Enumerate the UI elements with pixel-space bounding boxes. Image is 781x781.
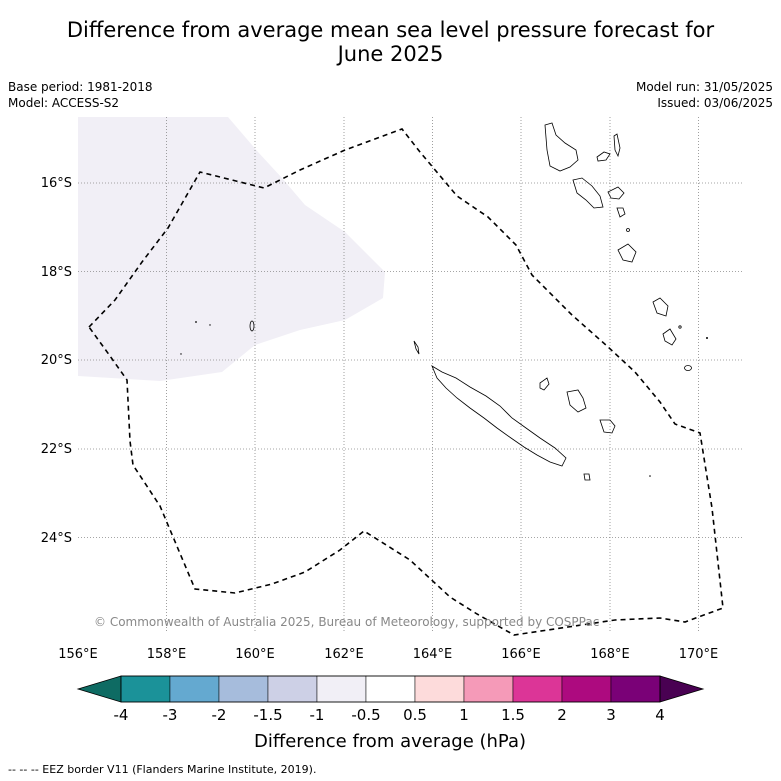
new-caledonia-main-island <box>431 365 567 467</box>
island-dot <box>706 337 708 339</box>
gridlines <box>78 117 743 633</box>
base-period: Base period: 1981-2018 <box>8 80 153 94</box>
colorbar-tick: 1 <box>459 706 469 724</box>
colorbar-extend-high <box>659 675 705 703</box>
colorbar-swatch <box>316 675 367 703</box>
colorbar-swatch <box>267 675 318 703</box>
island-dot <box>180 353 182 355</box>
colorbar-tick: 0.5 <box>403 706 427 724</box>
island-dot <box>195 321 197 323</box>
vanuatu-ambae <box>596 151 611 162</box>
colorbar-swatch <box>414 675 465 703</box>
title-line-2: June 2025 <box>337 42 444 66</box>
meta-left: Base period: 1981-2018 Model: ACCESS-S2 <box>8 79 153 111</box>
issued-date: Issued: 03/06/2025 <box>657 96 773 110</box>
colorbar-swatch <box>561 675 612 703</box>
lat-label-22s: 22°S <box>41 442 72 457</box>
copyright-notice: © Commonwealth of Australia 2025, Bureau… <box>94 615 599 629</box>
loyalty-island-lifou <box>566 389 587 413</box>
lon-label-164e: 164°E <box>413 647 453 662</box>
meta-right: Model run: 31/05/2025 Issued: 03/06/2025 <box>636 79 773 111</box>
vanuatu-epi <box>607 186 625 200</box>
colorbar-tick: -2 <box>212 706 227 724</box>
lon-label-170e: 170°E <box>679 647 719 662</box>
model-name: Model: ACCESS-S2 <box>8 96 120 110</box>
colorbar-tick: 2 <box>557 706 567 724</box>
lat-label-24s: 24°S <box>41 531 72 546</box>
colorbar-tick: -0.5 <box>351 706 380 724</box>
colorbar-tick-labels: -4 -3 -2 -1.5 -1 -0.5 0.5 1 1.5 2 3 4 <box>114 706 665 724</box>
vanuatu-aneityum <box>684 365 692 371</box>
colorbar-tick: 3 <box>606 706 616 724</box>
vanuatu-erromango <box>652 297 669 317</box>
isle-of-pines <box>583 473 591 481</box>
lon-label-158e: 158°E <box>147 647 187 662</box>
vanuatu-espiritu-santo <box>544 122 579 172</box>
colorbar-swatch <box>463 675 514 703</box>
colorbar-tick: 4 <box>655 706 665 724</box>
belep-islands <box>413 340 420 355</box>
vanuatu-shepherd-islands <box>616 207 626 218</box>
lon-label-166e: 166°E <box>501 647 541 662</box>
map-title: Difference from average mean sea level p… <box>0 18 781 66</box>
island-small <box>249 320 255 332</box>
model-run: Model run: 31/05/2025 <box>635 80 773 94</box>
lat-label-18s: 18°S <box>41 265 72 280</box>
vanuatu-tanna <box>662 328 677 346</box>
colorbar-swatch <box>120 675 171 703</box>
map-area <box>78 117 385 381</box>
colorbar-extend-low <box>76 675 122 703</box>
colorbar-tick: 1.5 <box>501 706 525 724</box>
colorbar-swatch <box>610 675 661 703</box>
eez-border <box>87 128 724 636</box>
colorbar-boxes <box>120 675 661 703</box>
island-dot <box>626 228 630 232</box>
loyalty-island-ouvea <box>539 377 550 391</box>
colorbar-label: Difference from average (hPa) <box>254 731 526 752</box>
colorbar-swatch <box>365 675 416 703</box>
loyalty-island-mare <box>599 419 616 434</box>
lon-label-162e: 162°E <box>324 647 364 662</box>
colorbar-tick: -1 <box>310 706 325 724</box>
colorbar-swatch <box>512 675 563 703</box>
lat-label-20s: 20°S <box>41 353 72 368</box>
colorbar-tick: -4 <box>114 706 129 724</box>
eez-legend-footer: -- -- -- EEZ border V11 (Flanders Marine… <box>8 763 317 776</box>
lat-label-16s: 16°S <box>41 176 72 191</box>
colorbar: -4 -3 -2 -1.5 -1 -0.5 0.5 1 1.5 2 3 4 Di… <box>76 675 705 752</box>
island-dot <box>678 325 682 329</box>
colorbar-tick: -3 <box>163 706 178 724</box>
longitude-labels: 156°E 158°E 160°E 162°E 164°E 166°E 168°… <box>58 647 718 662</box>
lon-label-168e: 168°E <box>590 647 630 662</box>
anomaly-region-negative <box>78 117 385 381</box>
colorbar-outline <box>120 675 661 703</box>
new-caledonia <box>413 340 616 481</box>
colorbar-swatch <box>169 675 220 703</box>
island-dot <box>209 324 211 326</box>
lon-label-156e: 156°E <box>58 647 98 662</box>
vanuatu <box>544 122 692 371</box>
colorbar-tick: -1.5 <box>253 706 282 724</box>
title-line-1: Difference from average mean sea level p… <box>66 18 715 42</box>
island-dot <box>649 475 651 477</box>
vanuatu-efate <box>617 243 637 263</box>
latitude-labels: 16°S 18°S 20°S 22°S 24°S <box>41 176 72 546</box>
vanuatu-malekula <box>572 177 604 209</box>
lon-label-160e: 160°E <box>235 647 275 662</box>
vanuatu-maewo <box>613 133 621 158</box>
colorbar-swatch <box>218 675 269 703</box>
